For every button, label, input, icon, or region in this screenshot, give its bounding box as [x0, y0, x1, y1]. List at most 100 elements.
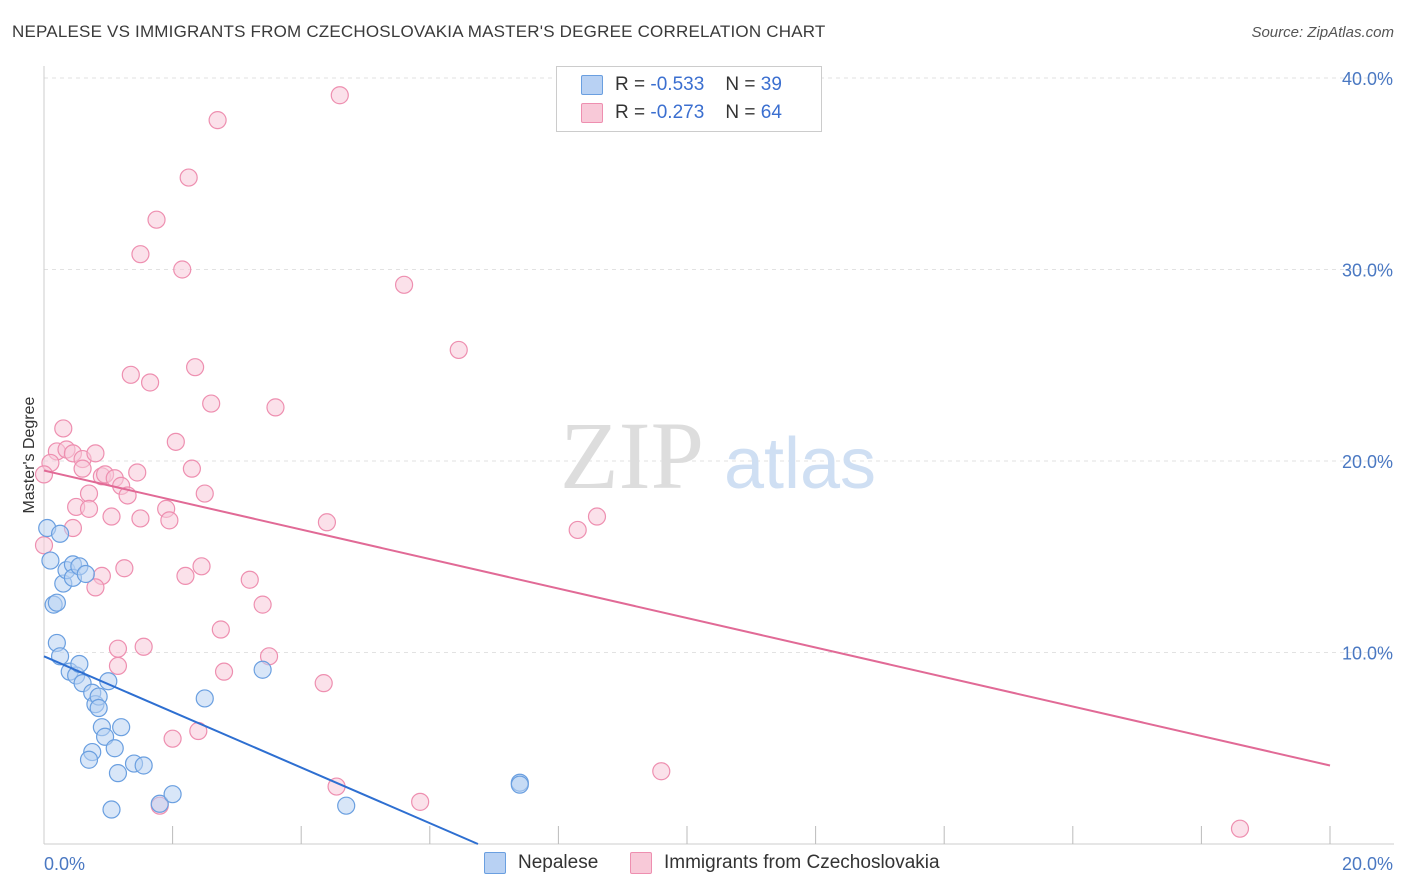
- series-czechoslovakia: [34, 86, 1250, 838]
- czechoslovakia-point: [131, 245, 150, 264]
- czechoslovakia-point: [394, 275, 414, 294]
- nepalese-point: [195, 689, 214, 708]
- trend-lines: [43, 469, 1331, 845]
- tick-labels: 10.0% 20.0% 30.0% 40.0% 0.0% 20.0%: [44, 69, 1393, 874]
- czechoslovakia-point: [79, 499, 99, 518]
- legend-swatch-czechoslovakia: [581, 102, 603, 123]
- nepalese-point: [105, 739, 124, 758]
- legend-n-value: 64: [760, 102, 782, 123]
- czechoslovakia-point: [108, 639, 128, 658]
- czechoslovakia-point: [173, 260, 192, 279]
- czechoslovakia-point: [176, 566, 195, 586]
- nepalese-point: [150, 794, 169, 813]
- czechoslovakia-point: [202, 394, 221, 413]
- czechoslovakia-point: [86, 444, 105, 463]
- czechoslovakia-point: [115, 559, 134, 578]
- czechoslovakia-point: [182, 459, 201, 478]
- nepalese-point: [510, 775, 529, 794]
- legend-n-label: N =: [725, 74, 756, 95]
- czechoslovakia-point: [330, 86, 349, 105]
- czechoslovakia-point: [208, 111, 227, 130]
- bottom-legend-label: Nepalese: [518, 852, 599, 874]
- czechoslovakia-point: [131, 509, 150, 528]
- nepalese-point: [163, 785, 182, 804]
- bottom-legend-nepalese: Nepalese: [484, 852, 598, 874]
- nepalese-trend-line: [43, 655, 479, 845]
- czechoslovakia-trend-line: [43, 469, 1331, 767]
- nepalese-point: [253, 660, 272, 679]
- bottom-legend-czechoslovakia: Immigrants from Czechoslovakia: [630, 852, 940, 874]
- czechoslovakia-point: [449, 340, 468, 360]
- nepalese-point: [79, 750, 99, 769]
- legend-swatch-nepalese: [581, 74, 603, 95]
- nepalese-point: [134, 756, 153, 775]
- watermark-zip: ZIP: [560, 402, 704, 509]
- nepalese-point: [112, 718, 131, 737]
- czechoslovakia-point: [102, 507, 121, 526]
- nepalese-point: [102, 800, 121, 819]
- x-tick-label: 20.0%: [1342, 854, 1393, 874]
- czechoslovakia-point: [166, 432, 185, 451]
- axes: [43, 66, 1394, 845]
- gridlines: [44, 77, 1394, 653]
- chart-title: NEPALESE VS IMMIGRANTS FROM CZECHOSLOVAK…: [12, 22, 826, 41]
- bottom-legend-swatch-czechoslovakia: [630, 852, 652, 874]
- y-tick-label: 10.0%: [1342, 644, 1393, 664]
- y-tick-label: 20.0%: [1342, 452, 1393, 472]
- legend-n-value: 39: [760, 74, 782, 95]
- nepalese-point: [337, 796, 356, 815]
- czechoslovakia-point: [253, 595, 272, 614]
- nepalese-point: [47, 593, 66, 612]
- nepalese-point: [89, 698, 108, 718]
- czechoslovakia-point: [79, 484, 99, 503]
- stats-legend: R = -0.533 N = 39 R = -0.273 N = 64: [556, 66, 822, 132]
- czechoslovakia-point: [186, 358, 205, 377]
- czechoslovakia-point: [179, 168, 198, 187]
- legend-r-value: -0.273: [650, 102, 705, 123]
- czechoslovakia-point: [108, 656, 128, 676]
- czechoslovakia-point: [128, 463, 147, 482]
- czechoslovakia-point: [134, 637, 153, 656]
- legend-row-nepalese: R = -0.533 N = 39: [581, 74, 782, 100]
- czechoslovakia-point: [73, 459, 92, 478]
- czechoslovakia-point: [1230, 819, 1250, 838]
- czechoslovakia-point: [192, 557, 211, 576]
- czechoslovakia-point: [163, 729, 182, 748]
- watermark: ZIP atlas: [560, 402, 876, 509]
- nepalese-point: [108, 764, 128, 783]
- czechoslovakia-point: [214, 662, 234, 681]
- bottom-legend-label: Immigrants from Czechoslovakia: [664, 852, 940, 874]
- czechoslovakia-point: [86, 578, 105, 597]
- czechoslovakia-point: [195, 484, 214, 503]
- legend-r-value: -0.533: [650, 74, 705, 95]
- watermark-atlas: atlas: [724, 424, 876, 504]
- legend-r-label: R =: [615, 74, 646, 95]
- y-tick-label: 40.0%: [1342, 69, 1393, 89]
- czechoslovakia-point: [411, 792, 430, 811]
- legend-r-label: R =: [615, 102, 646, 123]
- czechoslovakia-point: [34, 536, 54, 555]
- czechoslovakia-point: [54, 419, 73, 438]
- czechoslovakia-point: [121, 365, 140, 384]
- bottom-legend-swatch-nepalese: [484, 852, 506, 874]
- czechoslovakia-point: [266, 398, 285, 417]
- czechoslovakia-point: [240, 570, 259, 589]
- czechoslovakia-point: [587, 507, 607, 526]
- czechoslovakia-point: [317, 513, 337, 532]
- y-tick-label: 30.0%: [1342, 261, 1393, 281]
- nepalese-point: [50, 524, 70, 543]
- nepalese-point: [76, 564, 95, 584]
- czechoslovakia-point: [140, 373, 160, 392]
- czechoslovakia-point: [160, 511, 179, 530]
- nepalese-point: [41, 551, 60, 570]
- czechoslovakia-point: [147, 210, 166, 229]
- x-tick-label: 0.0%: [44, 854, 85, 874]
- legend-row-czechoslovakia: R = -0.273 N = 64: [581, 102, 782, 128]
- source-label: Source: ZipAtlas.com: [1251, 24, 1394, 41]
- czechoslovakia-point: [568, 520, 587, 540]
- czechoslovakia-point: [652, 762, 671, 781]
- czechoslovakia-point: [34, 465, 54, 484]
- czechoslovakia-point: [314, 674, 333, 693]
- legend-n-label: N =: [725, 102, 756, 123]
